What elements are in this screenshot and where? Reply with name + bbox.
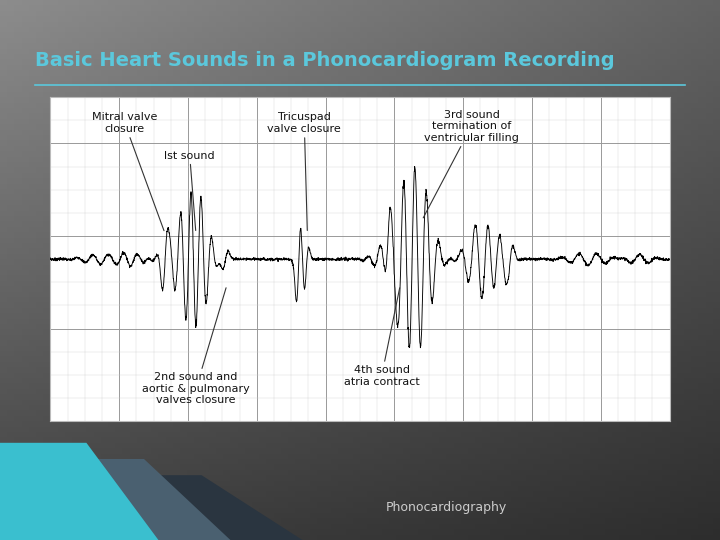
Text: Mitral valve
closure: Mitral valve closure bbox=[92, 112, 164, 231]
Text: Tricuspad
valve closure: Tricuspad valve closure bbox=[267, 112, 341, 231]
Text: 3rd sound
termination of
ventricular filling: 3rd sound termination of ventricular fil… bbox=[423, 110, 519, 218]
Text: Basic Heart Sounds in a Phonocardiogram Recording: Basic Heart Sounds in a Phonocardiogram … bbox=[35, 51, 615, 70]
Text: Phonocardiography: Phonocardiography bbox=[386, 501, 507, 514]
Text: 4th sound
atria contract: 4th sound atria contract bbox=[343, 288, 420, 387]
Text: lst sound: lst sound bbox=[164, 151, 215, 231]
Text: 2nd sound and
aortic & pulmonary
valves closure: 2nd sound and aortic & pulmonary valves … bbox=[142, 288, 250, 406]
